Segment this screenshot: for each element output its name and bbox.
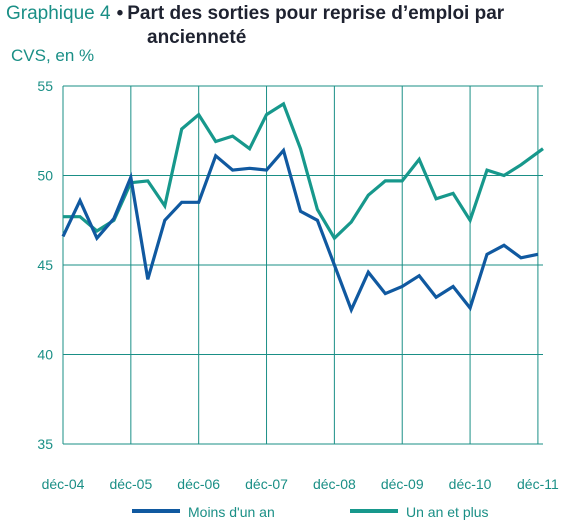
y-tick-label: 55 — [37, 78, 53, 94]
y-tick-label: 50 — [37, 168, 53, 184]
chart-title: Graphique 4 • Part des sorties pour repris… — [6, 3, 504, 25]
legend-swatch-moins-un-an — [132, 509, 180, 514]
legend-item-moins-un-an: Moins d'un an — [132, 504, 275, 520]
x-tick-label: déc-05 — [109, 476, 152, 492]
x-tick-label: déc-04 — [42, 476, 85, 492]
title-line-2: ancienneté — [147, 27, 247, 48]
x-tick-label: déc-07 — [245, 476, 288, 492]
chart-number: Graphique 4 — [6, 3, 111, 24]
y-tick-label: 35 — [37, 436, 53, 452]
y-tick-label: 40 — [37, 347, 53, 363]
y-tick-label: 45 — [37, 257, 53, 273]
legend-label-moins-un-an: Moins d'un an — [188, 504, 275, 520]
x-tick-label: déc-06 — [177, 476, 220, 492]
series-line-un-an-et-plus — [63, 101, 544, 241]
x-tick-label: déc-10 — [449, 476, 492, 492]
series-line-moins-un-an — [61, 147, 539, 314]
title-line-1: Part des sorties pour reprise d’emploi p… — [127, 3, 505, 24]
y-unit-label: CVS, en % — [11, 46, 95, 65]
x-tick-label: déc-08 — [313, 476, 356, 492]
x-tick-label: déc-09 — [381, 476, 424, 492]
legend-item-un-an-et-plus: Un an et plus — [350, 504, 489, 520]
legend-label-un-an-et-plus: Un an et plus — [406, 504, 489, 520]
title-bullet: • — [116, 3, 124, 24]
x-tick-label: déc-11 — [517, 476, 559, 492]
legend-swatch-un-an-et-plus — [350, 509, 398, 514]
